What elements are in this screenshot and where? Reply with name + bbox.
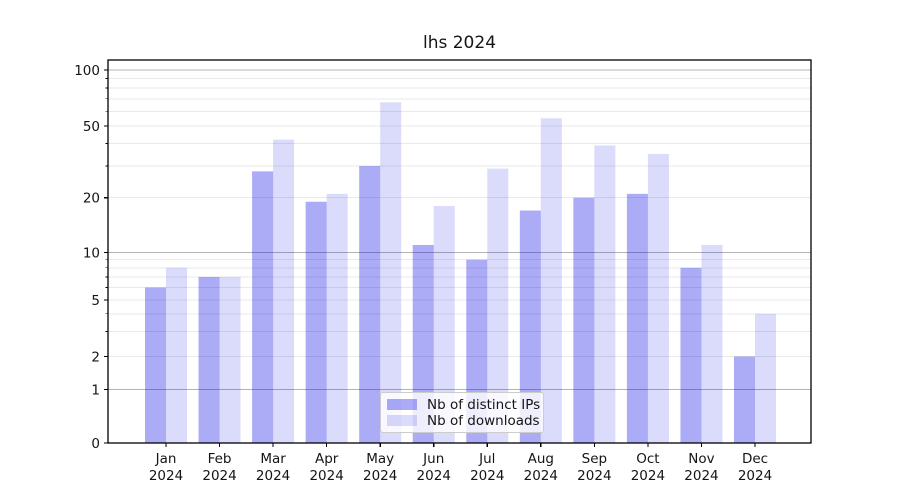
x-tick-label-year: 2024 bbox=[631, 468, 665, 484]
bar-distinct-ips-dec bbox=[734, 356, 755, 443]
x-tick-label-month: Sep bbox=[582, 451, 607, 467]
x-tick-label-year: 2024 bbox=[417, 468, 451, 484]
x-tick-label-month: Jan bbox=[155, 451, 177, 467]
x-tick-label-year: 2024 bbox=[577, 468, 611, 484]
legend-swatch-downloads bbox=[387, 415, 417, 426]
y-tick-label: 0 bbox=[91, 436, 100, 452]
y-tick-label: 10 bbox=[83, 246, 100, 262]
legend-item-distinct-ips: Nb of distinct IPs bbox=[387, 397, 540, 413]
legend-swatch-distinct-ips bbox=[387, 399, 417, 410]
legend: Nb of distinct IPs Nb of downloads bbox=[380, 392, 544, 433]
bar-downloads-may bbox=[380, 102, 402, 443]
legend-label-distinct-ips: Nb of distinct IPs bbox=[427, 396, 541, 413]
x-tick-label-year: 2024 bbox=[363, 468, 397, 484]
x-tick-label-month: Nov bbox=[688, 451, 714, 467]
chart-title: lhs 2024 bbox=[422, 33, 497, 53]
bar-downloads-jul bbox=[487, 168, 509, 443]
x-tick-label-month: Oct bbox=[636, 451, 659, 467]
bar-downloads-oct bbox=[647, 153, 669, 443]
x-tick-label-year: 2024 bbox=[524, 468, 558, 484]
y-tick-label: 5 bbox=[91, 293, 100, 309]
x-tick-label-month: Apr bbox=[315, 451, 339, 467]
bar-downloads-feb bbox=[219, 276, 241, 443]
x-tick-label-month: Dec bbox=[742, 451, 768, 467]
x-tick-label-year: 2024 bbox=[738, 468, 772, 484]
bar-distinct-ips-may bbox=[359, 165, 381, 444]
x-tick-label-month: Jun bbox=[422, 451, 444, 467]
x-tick-label-year: 2024 bbox=[470, 468, 504, 484]
bar-distinct-ips-jan bbox=[145, 287, 166, 443]
bar-downloads-jan bbox=[166, 267, 187, 443]
x-tick-label-year: 2024 bbox=[149, 468, 183, 484]
bar-downloads-aug bbox=[540, 118, 562, 443]
x-tick-label-month: Mar bbox=[260, 451, 286, 467]
y-tick-label: 1 bbox=[91, 383, 100, 399]
bar-downloads-apr bbox=[326, 193, 348, 443]
x-tick-label-year: 2024 bbox=[684, 468, 718, 484]
x-tick-label-month: May bbox=[366, 451, 394, 467]
legend-item-downloads: Nb of downloads bbox=[387, 413, 540, 429]
legend-label-downloads: Nb of downloads bbox=[427, 412, 540, 429]
y-tick-label: 50 bbox=[83, 119, 100, 135]
bar-distinct-ips-oct bbox=[626, 193, 648, 443]
y-tick-label: 100 bbox=[74, 63, 100, 79]
x-tick-label-year: 2024 bbox=[202, 468, 236, 484]
bar-distinct-ips-mar bbox=[252, 171, 274, 443]
bar-distinct-ips-sep bbox=[573, 197, 595, 443]
bar-distinct-ips-feb bbox=[198, 276, 220, 443]
bar-distinct-ips-apr bbox=[305, 201, 327, 443]
x-tick-label-year: 2024 bbox=[256, 468, 290, 484]
bar-distinct-ips-aug bbox=[519, 210, 541, 443]
bar-downloads-mar bbox=[273, 139, 295, 444]
y-tick-label: 2 bbox=[91, 350, 100, 366]
bar-downloads-nov bbox=[701, 244, 723, 443]
y-tick-label: 20 bbox=[83, 191, 100, 207]
x-tick-label-month: Jul bbox=[478, 451, 495, 467]
bar-downloads-dec bbox=[755, 313, 776, 443]
x-tick-label-year: 2024 bbox=[309, 468, 343, 484]
plot-frame bbox=[107, 59, 812, 444]
bar-distinct-ips-nov bbox=[680, 267, 702, 443]
x-tick-label-month: Feb bbox=[208, 451, 232, 467]
bar-downloads-sep bbox=[594, 145, 616, 443]
bar-downloads-jun bbox=[433, 206, 455, 443]
x-tick-label-month: Aug bbox=[528, 451, 554, 467]
